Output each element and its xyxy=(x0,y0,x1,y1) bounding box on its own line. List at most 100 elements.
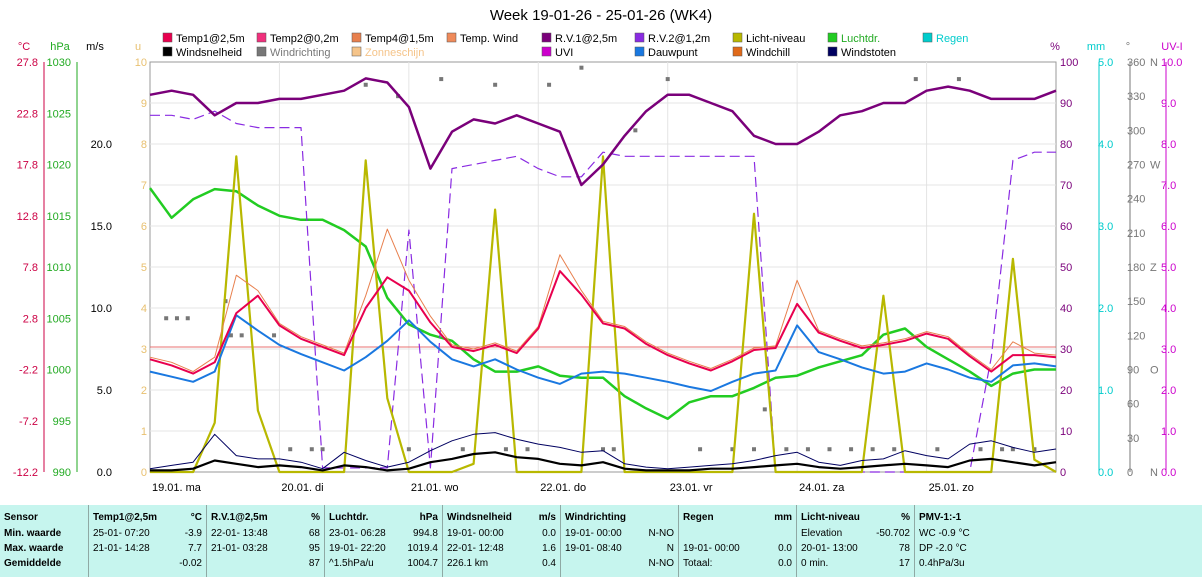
series-line-windstoten xyxy=(149,432,1057,470)
tick-humidity: 20 xyxy=(1060,385,1072,397)
unit-pressure: hPa xyxy=(50,41,70,53)
stats-row: 87 xyxy=(211,557,320,571)
stats-row: Max. waarde xyxy=(4,542,84,556)
tick-rain: 5.0 xyxy=(1098,57,1113,69)
legend-swatch-uvi xyxy=(541,46,552,57)
legend-swatch-dauwpunt xyxy=(634,46,645,57)
tick-rain: 1.0 xyxy=(1098,385,1113,397)
stats-row: Min. waarde xyxy=(4,527,84,541)
stats-column: R.V.1@2,5m% 22-01- 13:48 68 21-01- 03:28 95 8… xyxy=(206,505,324,577)
stats-value: 1019.4 xyxy=(407,543,438,554)
tick-temp: -7.2 xyxy=(19,416,38,428)
tick-light: 2 xyxy=(141,385,147,397)
tick-rain: 0.0 xyxy=(1098,467,1113,479)
stats-date: 0.4hPa/3u xyxy=(919,558,965,569)
stats-row: Totaal: 0.0 xyxy=(683,557,792,571)
windrichting-point xyxy=(849,447,854,452)
stats-value: 87 xyxy=(308,558,320,569)
tick-uv: 6.0 xyxy=(1161,221,1176,233)
windrichting-point xyxy=(288,447,293,452)
series-line-temp4 xyxy=(149,228,1057,373)
tick-temp: -2.2 xyxy=(19,365,38,377)
windrichting-point xyxy=(1000,447,1005,452)
tick-uv: 1.0 xyxy=(1161,426,1176,438)
stats-row: 22-01- 12:48 1.6 xyxy=(447,542,556,556)
stats-header-title: Windsnelheid xyxy=(447,512,512,523)
stats-header: Luchtdr. hPa xyxy=(329,511,438,525)
stats-row: ^1.5hPa/u 1004.7 xyxy=(329,557,438,571)
tick-direction: 120 xyxy=(1127,330,1145,342)
tick-direction: 0 xyxy=(1127,467,1133,479)
stats-row xyxy=(683,527,792,541)
stats-row: -0.02 xyxy=(93,557,202,571)
stats-date: Elevation xyxy=(801,528,843,539)
tick-light: 9 xyxy=(141,98,147,110)
stats-row: 19-01- 08:40 N xyxy=(565,542,674,556)
stats-header: PMV-1:-1 xyxy=(919,511,1198,525)
tick-uv: 3.0 xyxy=(1161,344,1176,356)
stats-value: 994.8 xyxy=(412,528,438,539)
tick-humidity: 0 xyxy=(1060,467,1066,479)
tick-pressure: 1025 xyxy=(47,108,71,120)
windrichting-point xyxy=(956,77,961,82)
windrichting-point xyxy=(665,77,670,82)
tick-temp: 17.8 xyxy=(17,160,38,172)
tick-pressure: 1005 xyxy=(47,313,71,325)
unit-humidity: % xyxy=(1050,41,1060,53)
windrichting-point xyxy=(827,447,832,452)
windrichting-point xyxy=(525,447,530,452)
windrichting-point xyxy=(272,333,277,338)
tick-direction: 90 xyxy=(1127,365,1139,377)
stats-row: 22-01- 13:48 68 xyxy=(211,527,320,541)
x-label-day: 20.01. di xyxy=(281,482,323,494)
x-axis-labels: 19.01. ma 20.01. di 21.01. wo 22.01. do 23.0… xyxy=(152,482,974,494)
stats-row-label: Min. waarde xyxy=(4,528,62,539)
stats-date: WC -0.9 °C xyxy=(919,528,970,539)
unit-uv: UV-I xyxy=(1161,41,1182,53)
stats-date: DP -2.0 °C xyxy=(919,543,967,554)
windrichting-point xyxy=(762,407,767,412)
windrichting-point xyxy=(579,65,584,70)
stats-value: 0.0 xyxy=(778,543,792,554)
stats-date: 25-01- 07:20 xyxy=(93,528,150,539)
axis-units: °C hPa m/s u% mm ° UV-I xyxy=(18,41,1183,53)
stats-header: Windrichting xyxy=(565,511,674,525)
tick-uv: 4.0 xyxy=(1161,303,1176,315)
tick-direction: 360 xyxy=(1127,57,1145,69)
stats-value: N-NO xyxy=(648,528,674,539)
legend-label-rv2: R.V.2@1,2m xyxy=(648,33,710,45)
x-label-day: 19.01. ma xyxy=(152,482,202,494)
tick-light: 5 xyxy=(141,262,147,274)
windrichting-point xyxy=(752,447,756,452)
x-label-day: 22.01. do xyxy=(540,482,586,494)
tick-direction: 210 xyxy=(1127,228,1145,240)
stats-date: 21-01- 14:28 xyxy=(93,543,150,554)
tick-uv: 7.0 xyxy=(1161,180,1176,192)
windrichting-point xyxy=(633,128,638,133)
tick-temp: -12.2 xyxy=(13,467,38,479)
tick-light: 1 xyxy=(141,426,147,438)
windrichting-point xyxy=(185,316,190,321)
stats-row: WC -0.9 °C xyxy=(919,527,1198,541)
tick-temp: 22.8 xyxy=(17,108,38,120)
series-line-rv1 xyxy=(149,77,1057,187)
tick-pressure: 1020 xyxy=(47,160,71,172)
stats-header-unit: % xyxy=(901,512,910,523)
chart-title: Week 19-01-26 - 25-01-26 (WK4) xyxy=(490,7,712,24)
windrichting-point xyxy=(363,82,368,87)
stats-date: 19-01- 08:40 xyxy=(565,543,622,554)
tick-pressure: 1015 xyxy=(47,211,71,223)
unit-direction: ° xyxy=(1126,41,1130,53)
windrichting-point xyxy=(1032,447,1037,452)
windrichting-point xyxy=(698,447,703,452)
unit-rain: mm xyxy=(1087,41,1105,53)
stats-row: 0 min. 17 xyxy=(801,557,910,571)
series xyxy=(148,65,1057,474)
stats-header-title: Luchtdr. xyxy=(329,512,369,523)
windrichting-point xyxy=(805,447,810,452)
tick-humidity: 60 xyxy=(1060,221,1072,233)
unit-temp: °C xyxy=(18,41,30,53)
stats-date: 19-01- 00:00 xyxy=(565,528,622,539)
windrichting-point xyxy=(547,82,552,87)
tick-light: 10 xyxy=(135,57,147,69)
